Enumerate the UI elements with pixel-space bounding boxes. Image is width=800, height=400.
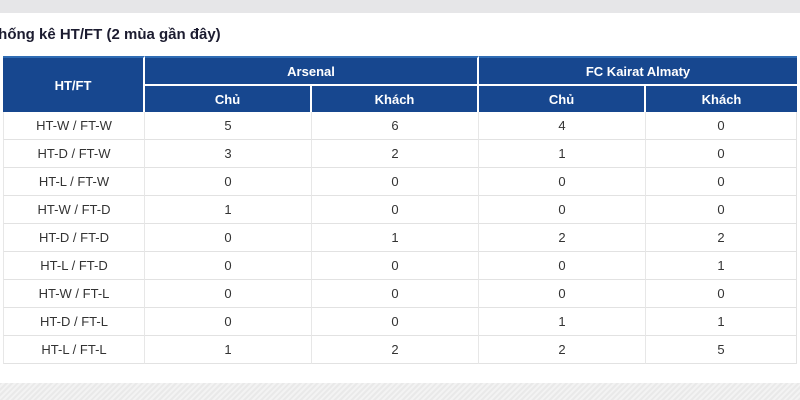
row-label: HT-L / FT-L bbox=[3, 336, 145, 364]
stat-cell: 1 bbox=[145, 196, 312, 224]
table-row: HT-W / FT-D 1 0 0 0 bbox=[3, 196, 797, 224]
sub-header-kairat-home: Chủ bbox=[479, 84, 647, 112]
table-row: HT-L / FT-D 0 0 0 1 bbox=[3, 252, 797, 280]
stat-cell: 0 bbox=[479, 252, 647, 280]
stat-cell: 3 bbox=[145, 140, 312, 168]
stat-cell: 0 bbox=[646, 140, 797, 168]
stat-cell: 1 bbox=[312, 224, 480, 252]
top-background-band bbox=[0, 0, 800, 13]
stat-cell: 0 bbox=[145, 224, 312, 252]
row-label: HT-D / FT-L bbox=[3, 308, 145, 336]
stat-cell: 1 bbox=[646, 308, 797, 336]
stat-cell: 2 bbox=[312, 140, 480, 168]
bottom-texture-band bbox=[0, 383, 800, 400]
stats-table-body: HT-W / FT-W 5 6 4 0 HT-D / FT-W 3 2 1 0 HT-L / FT-… bbox=[3, 112, 797, 364]
stat-cell: 1 bbox=[479, 308, 647, 336]
stat-cell: 2 bbox=[479, 224, 647, 252]
table-header: HT/FT Arsenal FC Kairat Almaty Chủ Khách… bbox=[3, 56, 797, 112]
row-label: HT-D / FT-D bbox=[3, 224, 145, 252]
stat-cell: 0 bbox=[479, 168, 647, 196]
table-row: HT-D / FT-W 3 2 1 0 bbox=[3, 140, 797, 168]
htft-stats-table: HT/FT Arsenal FC Kairat Almaty Chủ Khách… bbox=[3, 56, 797, 364]
stat-cell: 0 bbox=[312, 168, 480, 196]
stat-cell: 6 bbox=[312, 112, 480, 140]
row-label: HT-W / FT-W bbox=[3, 112, 145, 140]
stat-cell: 0 bbox=[145, 308, 312, 336]
stat-cell: 0 bbox=[646, 112, 797, 140]
table-row: HT-L / FT-W 0 0 0 0 bbox=[3, 168, 797, 196]
row-label: HT-W / FT-D bbox=[3, 196, 145, 224]
stat-cell: 0 bbox=[145, 252, 312, 280]
table-row: HT-L / FT-L 1 2 2 5 bbox=[3, 336, 797, 364]
row-label: HT-L / FT-W bbox=[3, 168, 145, 196]
table-row: HT-W / FT-W 5 6 4 0 bbox=[3, 112, 797, 140]
stat-cell: 0 bbox=[479, 280, 647, 308]
stat-cell: 0 bbox=[312, 308, 480, 336]
stat-cell: 0 bbox=[646, 196, 797, 224]
stat-cell: 1 bbox=[646, 252, 797, 280]
stat-cell: 0 bbox=[646, 280, 797, 308]
page-title: Thống kê HT/FT (2 mùa gần đây) bbox=[0, 26, 221, 43]
stat-cell: 1 bbox=[145, 336, 312, 364]
stat-cell: 1 bbox=[479, 140, 647, 168]
stat-cell: 2 bbox=[479, 336, 647, 364]
stat-cell: 0 bbox=[646, 168, 797, 196]
stat-cell: 5 bbox=[145, 112, 312, 140]
row-label: HT-W / FT-L bbox=[3, 280, 145, 308]
sub-header-kairat-away: Khách bbox=[646, 84, 797, 112]
corner-header-htft: HT/FT bbox=[3, 56, 145, 112]
sub-header-arsenal-home: Chủ bbox=[145, 84, 312, 112]
table-row: HT-W / FT-L 0 0 0 0 bbox=[3, 280, 797, 308]
team-header-kairat: FC Kairat Almaty bbox=[479, 56, 797, 84]
stat-cell: 0 bbox=[145, 280, 312, 308]
stat-cell: 0 bbox=[479, 196, 647, 224]
stat-cell: 5 bbox=[646, 336, 797, 364]
stat-cell: 2 bbox=[646, 224, 797, 252]
stat-cell: 2 bbox=[312, 336, 480, 364]
stat-cell: 0 bbox=[312, 280, 480, 308]
table-row: HT-D / FT-D 0 1 2 2 bbox=[3, 224, 797, 252]
row-label: HT-L / FT-D bbox=[3, 252, 145, 280]
stat-cell: 0 bbox=[312, 252, 480, 280]
sub-header-arsenal-away: Khách bbox=[312, 84, 480, 112]
table-row: HT-D / FT-L 0 0 1 1 bbox=[3, 308, 797, 336]
team-header-row: HT/FT Arsenal FC Kairat Almaty bbox=[3, 56, 797, 112]
stat-cell: 4 bbox=[479, 112, 647, 140]
sub-header-row: Chủ Khách Chủ Khách bbox=[3, 84, 797, 112]
row-label: HT-D / FT-W bbox=[3, 140, 145, 168]
team-header-arsenal: Arsenal bbox=[145, 56, 480, 84]
stat-cell: 0 bbox=[312, 196, 480, 224]
stat-cell: 0 bbox=[145, 168, 312, 196]
